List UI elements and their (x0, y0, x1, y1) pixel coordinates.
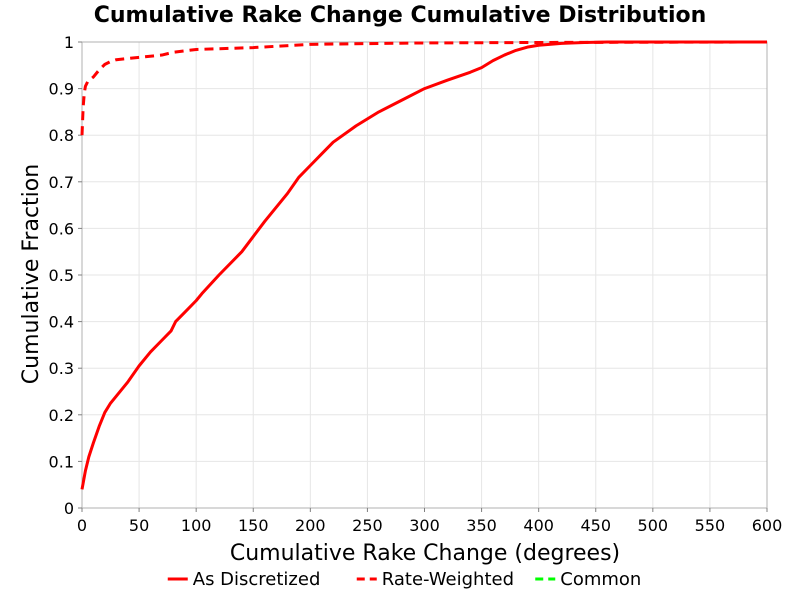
x-tick-label: 0 (77, 516, 87, 535)
series-line-rate-weighted (80, 40, 768, 136)
y-tick-label: 1 (64, 33, 74, 52)
y-tick-label: 0.3 (49, 359, 74, 378)
legend-item: Common (535, 569, 641, 590)
x-tick-label: 400 (523, 516, 554, 535)
x-tick-label: 250 (352, 516, 383, 535)
x-tick-label: 200 (295, 516, 326, 535)
plot-area: 0 50 100 150 200 250 300 350 400 450 500 550 600 0 0.1… (49, 33, 783, 535)
y-axis-label: Cumulative Fraction (19, 164, 44, 384)
y-tick-label: 0.8 (49, 126, 74, 145)
y-tick-label: 0.4 (49, 313, 74, 332)
legend-item: As Discretized (167, 569, 321, 590)
legend-label: Common (560, 569, 641, 590)
series-line-as-discretized (80, 40, 767, 490)
y-tick-label: 0.6 (49, 219, 74, 238)
y-tick-label: 0.7 (49, 173, 74, 192)
x-tick-label: 500 (638, 516, 669, 535)
legend-item: Rate-Weighted (356, 569, 514, 590)
y-tick-label: 0.1 (49, 452, 74, 471)
legend: As Discretized Rate-Weighted Common (167, 569, 641, 590)
y-tick-label: 0.5 (49, 266, 74, 285)
chart-title: Cumulative Rake Change Cumulative Distri… (94, 3, 707, 28)
y-tick-label: 0.2 (49, 406, 74, 425)
x-tick-label: 450 (580, 516, 611, 535)
legend-label: Rate-Weighted (382, 569, 514, 590)
y-tick-label: 0.9 (49, 80, 74, 99)
x-tick-label: 300 (409, 516, 440, 535)
x-axis-label: Cumulative Rake Change (degrees) (230, 541, 620, 566)
y-tick-label: 0 (64, 499, 74, 518)
x-tick-label: 100 (181, 516, 212, 535)
legend-label: As Discretized (193, 569, 321, 590)
x-tick-label: 550 (695, 516, 726, 535)
x-tick-label: 600 (752, 516, 783, 535)
x-tick-label: 150 (238, 516, 269, 535)
x-tick-label: 350 (466, 516, 497, 535)
x-tick-label: 50 (129, 516, 149, 535)
